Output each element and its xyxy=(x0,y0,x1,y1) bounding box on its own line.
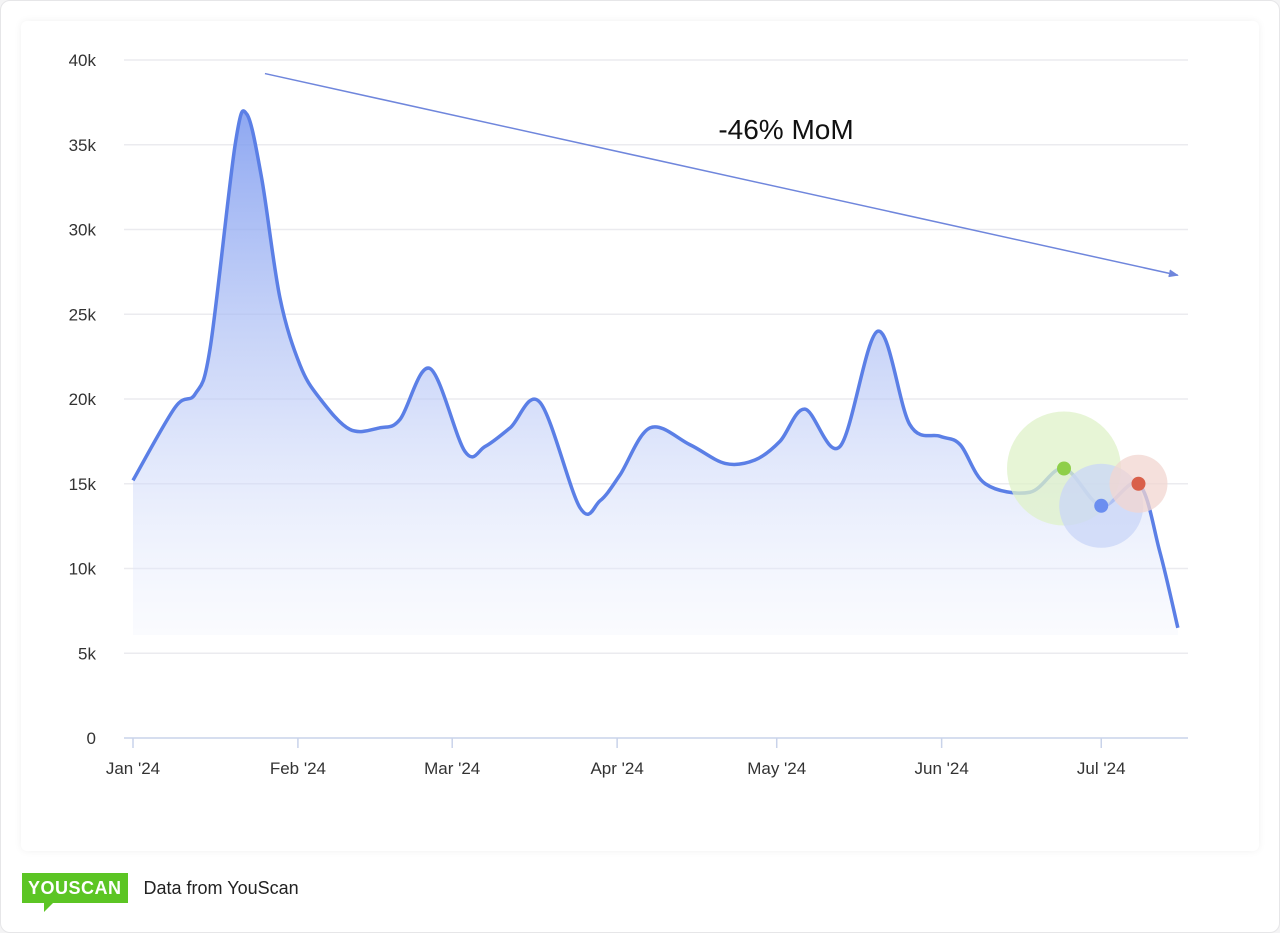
highlight-point xyxy=(1057,461,1071,476)
y-tick-label: 5k xyxy=(78,644,96,663)
series-line xyxy=(131,109,1180,629)
footer: YOUSCAN Data from YouScan xyxy=(22,873,299,912)
y-tick-label: 10k xyxy=(69,560,97,579)
source-text: Data from YouScan xyxy=(143,877,299,898)
trend-annotation: -46% MoM xyxy=(718,114,853,145)
y-tick-label: 15k xyxy=(69,475,97,494)
x-tick-label: Jun '24 xyxy=(914,759,968,778)
trend-arrow xyxy=(264,72,1179,278)
y-tick-label: 35k xyxy=(69,136,97,155)
x-tick-label: Feb '24 xyxy=(270,759,326,778)
y-tick-label: 25k xyxy=(69,305,97,324)
highlight-point xyxy=(1094,498,1109,513)
area-fill xyxy=(133,110,1178,635)
highlight-point xyxy=(1131,476,1146,491)
x-tick-label: May '24 xyxy=(747,759,806,778)
youscan-logo: YOUSCAN xyxy=(22,873,128,912)
y-tick-label: 20k xyxy=(69,390,97,409)
area-chart: 0 5k 10k 15k 20k 25k 30k 35k 40k Jan '24 Feb '24 Ma… xyxy=(69,51,1188,778)
x-tick-label: Jan '24 xyxy=(106,759,160,778)
y-tick-label: 40k xyxy=(69,51,97,70)
x-tick-label: Mar '24 xyxy=(424,759,480,778)
y-tick-label: 30k xyxy=(69,221,97,240)
x-tick-label: Jul '24 xyxy=(1077,759,1126,778)
y-tick-label: 0 xyxy=(87,729,96,748)
x-tick-label: Apr '24 xyxy=(590,759,643,778)
